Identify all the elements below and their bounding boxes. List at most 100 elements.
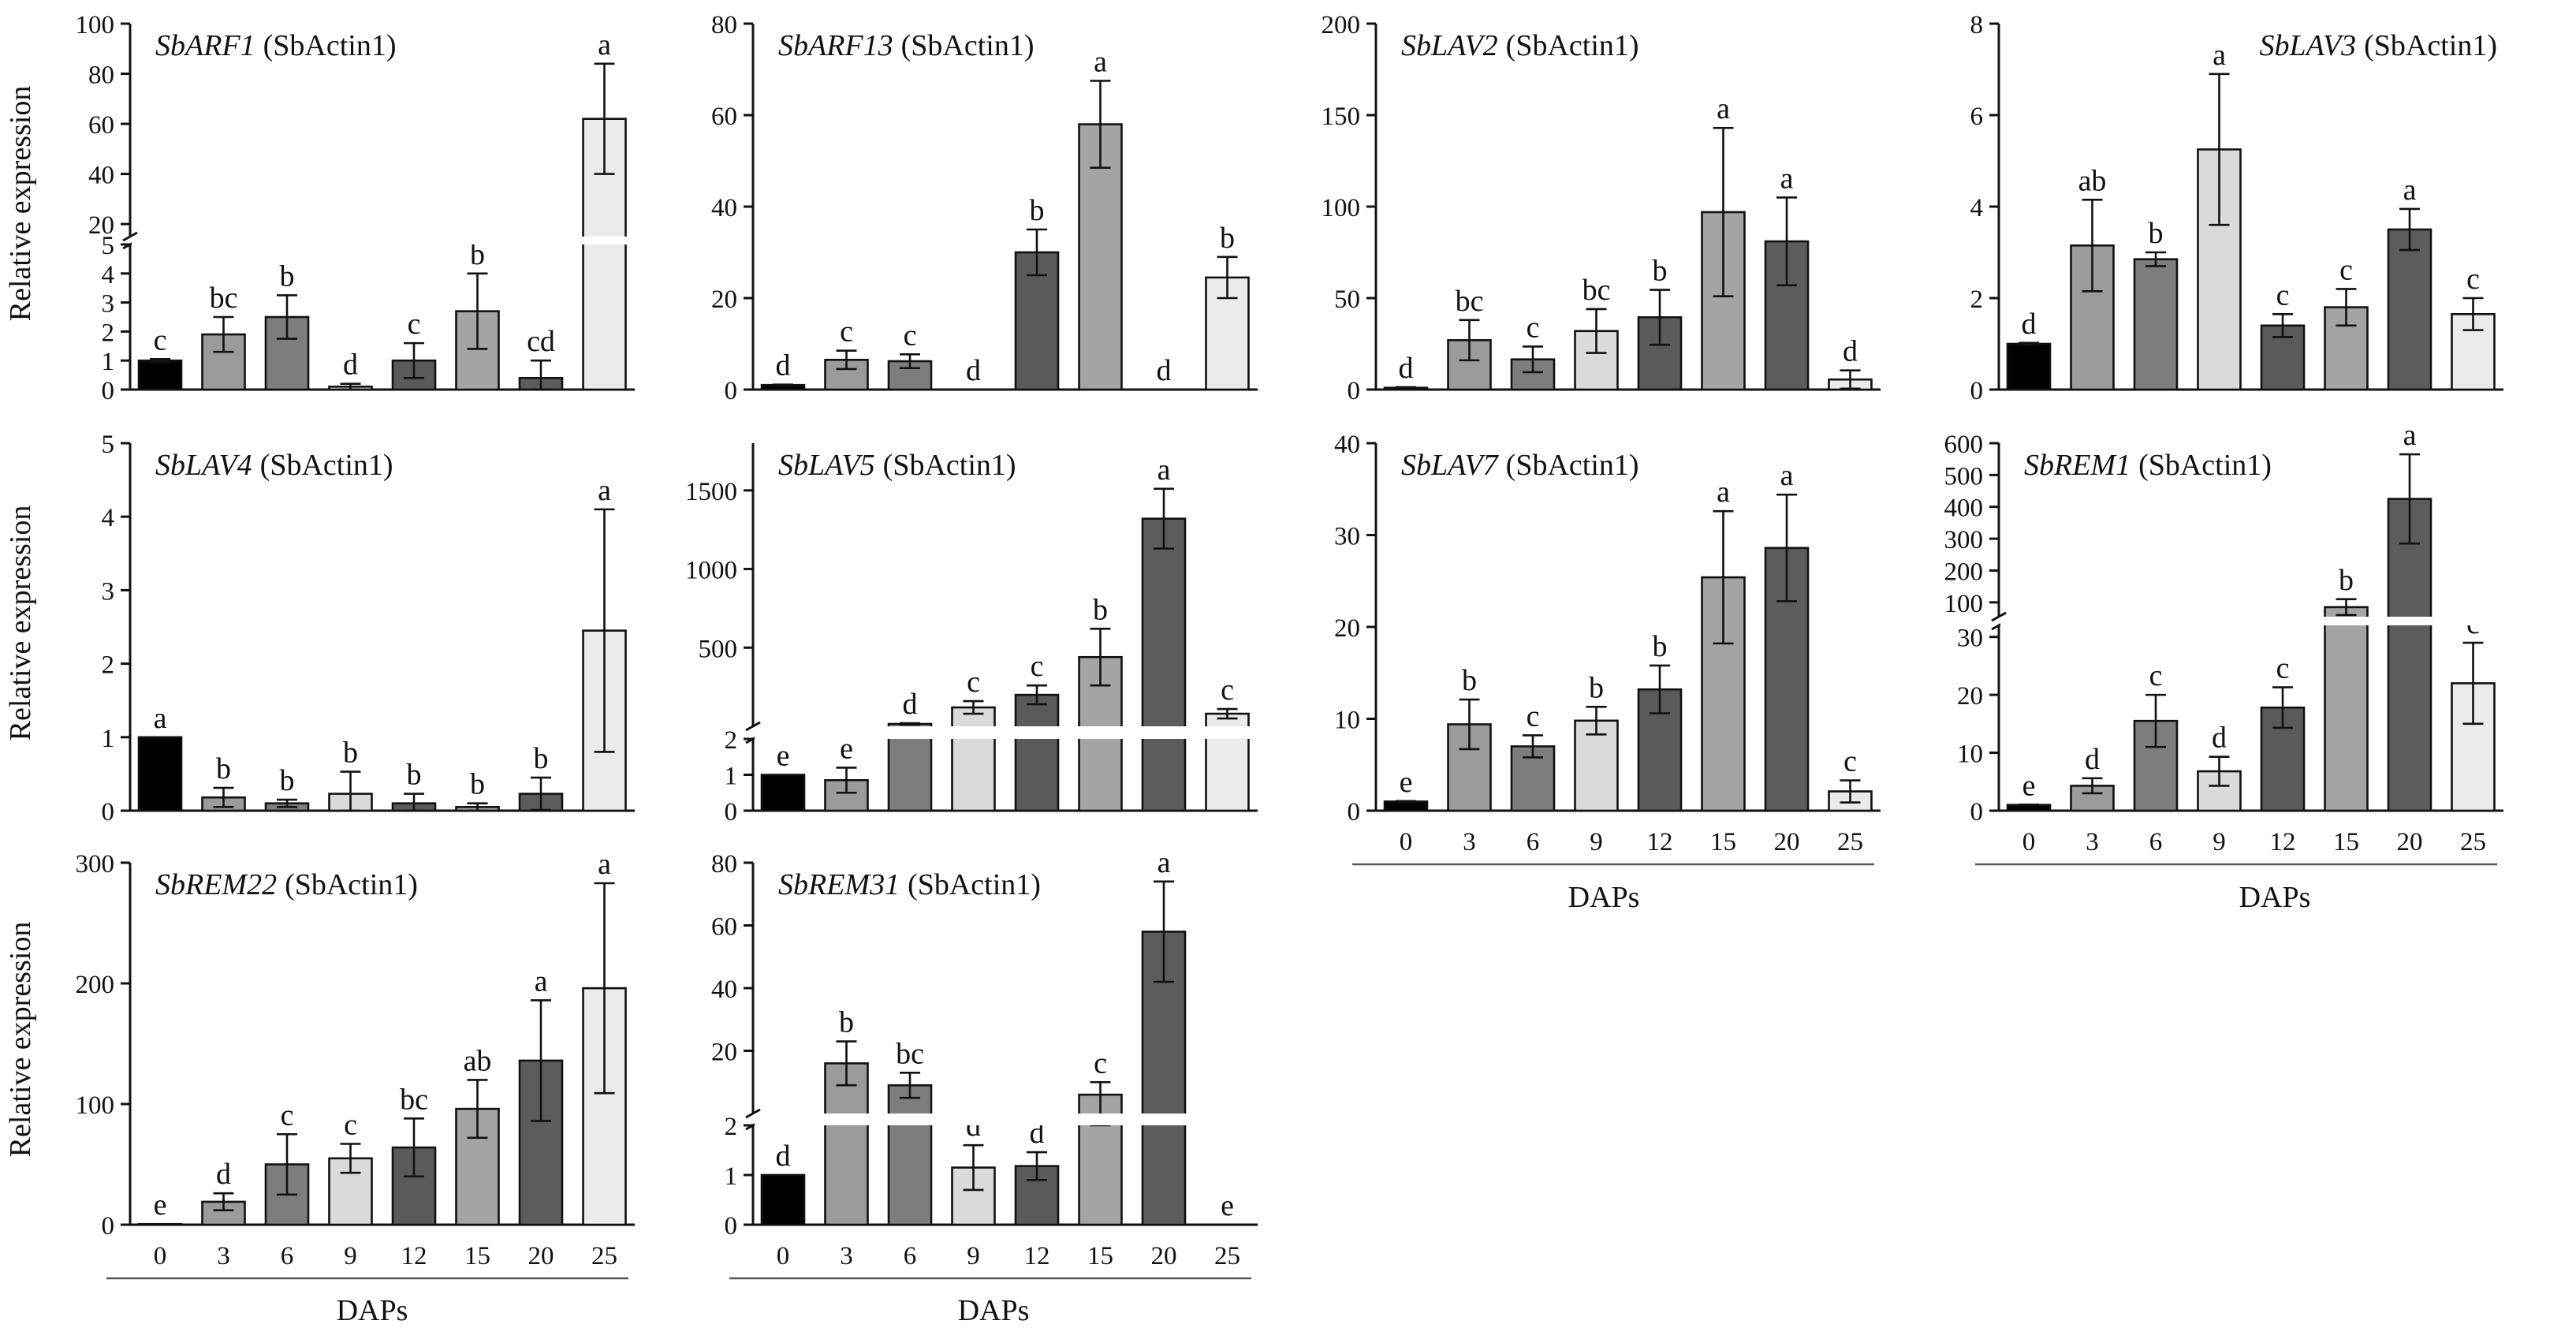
significance-letter: b	[280, 764, 295, 797]
significance-letter: c	[2466, 263, 2480, 296]
bar-6	[887, 1084, 933, 1226]
x-tick-label: 9	[344, 1242, 357, 1270]
x-tick-label: 15	[1710, 828, 1736, 856]
gene-name: SbREM22	[155, 868, 277, 901]
y-tick-label: 4	[1970, 194, 1984, 222]
y-tick-label: 0	[1970, 377, 1984, 405]
ylabel-row1: Relative expression	[4, 86, 37, 322]
y-tick-label: 2	[102, 651, 115, 680]
xlabel-panel-rem22: DAPs	[337, 1294, 408, 1327]
y-tick-label: 400	[1944, 494, 1984, 523]
reference-gene: (SbActin1)	[1506, 449, 1639, 482]
significance-letter: ab	[2078, 164, 2107, 197]
x-tick-label: 6	[281, 1242, 294, 1270]
significance-letter: b	[2339, 564, 2354, 597]
significance-letter: d	[1843, 335, 1858, 368]
panel-title: SbLAV7 (SbActin1)	[1401, 449, 1639, 482]
y-tick-label: 1	[102, 725, 115, 753]
bar-0	[137, 359, 183, 391]
y-tick-label: 60	[711, 103, 737, 131]
panel-title: SbLAV3 (SbActin1)	[2259, 29, 2497, 62]
ylabel-row3: Relative expression	[4, 922, 37, 1158]
panel-sbarf13: 0 20 40 60 80 SbARF13 (SbActin1) d c c d b a d b	[711, 11, 1258, 405]
y-tick-label: 10	[1334, 707, 1360, 735]
y-tick-label: 60	[88, 111, 114, 140]
significance-letter: e	[840, 732, 853, 765]
panel-sblav7: 0 10 20 30 40 SbLAV7 (SbActin1) e b c b b a a c 0 3 6 9 12 1…	[1334, 431, 1881, 866]
gene-name: SbLAV4	[155, 449, 252, 482]
y-tick-label: 0	[725, 1212, 738, 1240]
y-tick-label: 1	[725, 1162, 738, 1191]
reference-gene: (SbActin1)	[263, 29, 397, 62]
significance-letter: b	[1030, 194, 1045, 227]
significance-letter: d	[903, 688, 918, 721]
y-tick-label: 4	[102, 261, 115, 289]
y-tick-label: 100	[1322, 194, 1361, 222]
y-tick-label: 5	[102, 431, 115, 459]
x-tick-label: 0	[2022, 828, 2036, 856]
significance-letter: b	[2149, 217, 2164, 250]
y-tick-label: 0	[1348, 377, 1361, 405]
significance-letter: a	[1780, 459, 1794, 492]
significance-letter: c	[1031, 650, 1044, 683]
significance-letter: c	[281, 1099, 294, 1132]
x-tick-label: 20	[1151, 1242, 1177, 1270]
y-tick-label: 0	[102, 377, 115, 405]
significance-letter: c	[1843, 745, 1857, 778]
significance-letter: bc	[1456, 285, 1484, 318]
panel-sblav2: 0 50 100 150 200 SbLAV2 (SbActin1) d bc c bc b a a d	[1322, 11, 1881, 405]
y-tick-label: 500	[699, 635, 738, 663]
x-tick-label: 15	[1087, 1242, 1113, 1270]
y-tick-label: 20	[711, 1039, 737, 1067]
y-tick-label: 20	[1957, 682, 1983, 711]
panel-title: SbARF1 (SbActin1)	[155, 29, 397, 62]
significance-letter: c	[344, 1108, 357, 1141]
y-tick-label: 3	[102, 577, 115, 606]
y-tick-label: 2	[102, 319, 115, 347]
reference-gene: (SbActin1)	[260, 449, 393, 482]
significance-letter: a	[2403, 419, 2417, 452]
significance-letter: a	[535, 964, 548, 998]
gene-name: SbREM1	[2024, 449, 2131, 482]
y-tick-label: 0	[1970, 798, 1984, 826]
significance-letter: bc	[210, 282, 238, 315]
significance-letter: b	[1653, 630, 1668, 663]
x-tick-label: 9	[967, 1242, 980, 1270]
y-tick-label: 20	[88, 211, 114, 240]
x-tick-label: 0	[154, 1242, 167, 1270]
bar-9	[328, 1157, 373, 1226]
bar-12	[1014, 693, 1060, 812]
y-tick-label: 500	[1944, 462, 1984, 491]
y-tick-label: 80	[711, 850, 737, 878]
x-tick-label: 9	[2213, 828, 2226, 856]
significance-letter: c	[2276, 278, 2290, 311]
y-tick-label: 40	[88, 162, 114, 190]
y-tick-label: 200	[1322, 11, 1361, 39]
x-tick-label: 9	[1590, 828, 1603, 856]
y-tick-label: 200	[76, 971, 115, 999]
reference-gene: (SbActin1)	[901, 29, 1035, 62]
significance-letter: e	[1400, 766, 1413, 799]
y-tick-label: 20	[711, 285, 737, 314]
x-tick-label: 15	[464, 1242, 490, 1270]
panel-title: SbLAV4 (SbActin1)	[155, 449, 393, 482]
significance-letter: bc	[896, 1037, 924, 1070]
significance-letter: a	[598, 28, 611, 62]
y-tick-label: 150	[1322, 103, 1361, 131]
xlabel-panel-rem1: DAPs	[2239, 881, 2311, 914]
x-tick-label: 25	[1214, 1242, 1240, 1270]
x-tick-label: 20	[1774, 828, 1800, 856]
panel-sblav4: 0 1 2 3 4 5 SbLAV4 (SbActin1) a b b b b b b a	[102, 431, 635, 826]
x-tick-label: 25	[591, 1242, 617, 1270]
y-tick-label: 2	[725, 726, 738, 755]
significance-letter: d	[2022, 308, 2037, 341]
significance-letter: d	[776, 349, 791, 382]
significance-letter: d	[966, 354, 981, 387]
bar-20	[1141, 517, 1187, 812]
x-tick-label: 3	[840, 1242, 853, 1270]
y-tick-label: 2	[1970, 285, 1984, 314]
significance-letter: b	[343, 737, 358, 770]
significance-letter: a	[2403, 173, 2417, 207]
significance-letter: b	[1589, 671, 1604, 704]
